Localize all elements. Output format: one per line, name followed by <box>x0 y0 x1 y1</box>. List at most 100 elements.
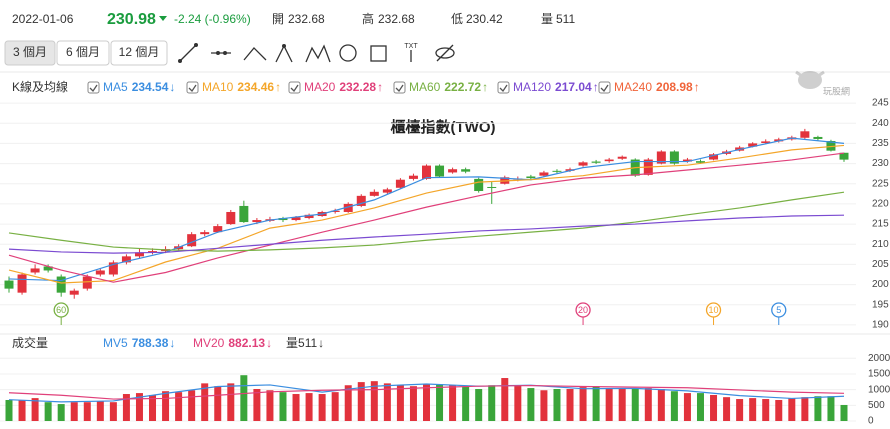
candle-body <box>526 176 536 179</box>
candle-body <box>656 151 666 164</box>
candle-body <box>108 262 118 275</box>
volume-bar <box>527 388 535 421</box>
legend-checkbox <box>87 81 100 94</box>
period-label[interactable]: 12 個月 <box>119 45 160 59</box>
volume-bar <box>149 394 157 421</box>
candle-body <box>709 154 719 160</box>
volume-current-label: 量 <box>286 336 298 350</box>
legend-check <box>395 84 404 93</box>
legend-name: MA5 <box>103 80 128 94</box>
volume-bar <box>566 389 574 421</box>
volume-bar <box>162 391 170 421</box>
volume-bar <box>801 397 809 421</box>
y-tick-label: 205 <box>872 259 889 270</box>
candle-body <box>408 175 418 179</box>
y-tick-label: 210 <box>872 239 889 250</box>
volume-bar <box>331 392 339 421</box>
y-tick-label: 215 <box>872 219 889 230</box>
candle-body <box>330 210 340 212</box>
volume-bar <box>383 383 391 421</box>
period-marker-label: 20 <box>578 305 588 315</box>
legend-entry: MV20 882.13↓ <box>193 336 272 350</box>
hline-tool[interactable] <box>211 51 231 55</box>
candle-body <box>187 234 197 247</box>
volume-bar <box>436 384 444 421</box>
circle-tool[interactable] <box>339 44 357 62</box>
candle-body <box>435 165 445 177</box>
text-tool-label[interactable]: TXT <box>404 43 418 50</box>
down-triangle <box>159 16 167 21</box>
watermark-logo <box>795 70 825 89</box>
period-button[interactable] <box>4 40 56 66</box>
volume-bar <box>462 386 470 421</box>
drawing-tools: TXT <box>178 43 455 63</box>
ma-line <box>8 214 845 254</box>
open-value: 232.68 <box>288 12 325 26</box>
wave-tool[interactable] <box>305 44 331 63</box>
candle-body <box>82 276 92 289</box>
period-button[interactable] <box>56 40 110 66</box>
volume-bar <box>618 389 626 421</box>
period-button[interactable] <box>110 40 168 66</box>
candle-body <box>4 280 14 289</box>
candle-body <box>748 143 758 147</box>
volume-bar <box>696 393 704 421</box>
legend-checkbox <box>497 81 510 94</box>
legend-name: MA20 <box>304 80 336 94</box>
price-change: -2.24 (-0.96%) <box>174 12 251 26</box>
legend-checkbox <box>598 81 611 94</box>
legend-entry: MA60 222.72↑ <box>409 80 488 94</box>
legend-name: MV5 <box>103 336 128 350</box>
text-tool[interactable]: TXT <box>404 43 418 62</box>
legend-value: 788.38 <box>132 336 169 350</box>
volume-title: 成交量 <box>12 335 48 350</box>
volume-bar <box>840 404 848 421</box>
candle-body <box>578 162 588 166</box>
rect-tool[interactable] <box>370 45 387 62</box>
volume-bar <box>240 375 248 421</box>
period-label[interactable]: 3 個月 <box>13 45 47 59</box>
low-label: 低 <box>451 12 463 26</box>
volume-bar <box>57 404 65 421</box>
volume-bar <box>357 382 365 421</box>
volume-value: 511 <box>556 12 575 26</box>
legend-name: MV20 <box>193 336 225 350</box>
legend-value: 222.72 <box>444 80 481 94</box>
candle-body <box>291 217 301 221</box>
volume-bar <box>449 385 457 421</box>
volume-label: 量 <box>541 12 553 26</box>
candle-body <box>226 211 236 225</box>
angle-tool[interactable] <box>243 47 267 61</box>
period-label[interactable]: 6 個月 <box>66 45 100 59</box>
watermark: 玩股網 <box>823 85 850 96</box>
legend-trend: ↑ <box>593 80 599 94</box>
volume-bar <box>514 385 522 421</box>
legend-name: MA240 <box>614 80 652 94</box>
volume-bar <box>214 386 222 421</box>
line-tool[interactable] <box>178 43 198 63</box>
candle-body <box>17 274 27 293</box>
candle-body <box>813 136 823 139</box>
hide-tool[interactable] <box>435 44 455 62</box>
legend-trend: ↓ <box>266 336 272 350</box>
candle-body <box>148 251 158 253</box>
volume-bar <box>605 388 613 421</box>
header-bar <box>0 0 890 38</box>
ma-line <box>8 144 845 284</box>
volume-current: 量511↓ <box>286 336 324 350</box>
volume-bar <box>749 398 757 421</box>
candle-body <box>213 226 223 233</box>
candle-body <box>382 189 392 193</box>
ma-line <box>8 137 845 282</box>
volume-bar <box>540 390 548 421</box>
legend-trend: ↑ <box>275 80 281 94</box>
ma-line <box>8 191 845 252</box>
legend-name: MA60 <box>409 80 441 94</box>
candle-body <box>343 203 353 212</box>
legend-entry: MA20 232.28↑ <box>304 80 383 94</box>
abc-tool[interactable] <box>275 44 293 63</box>
y-tick-label: 245 <box>872 98 889 109</box>
volume-current-trend: ↓ <box>318 336 324 350</box>
volume-bar <box>488 385 496 421</box>
legend-entry: MA10 234.46↑ <box>202 80 281 94</box>
